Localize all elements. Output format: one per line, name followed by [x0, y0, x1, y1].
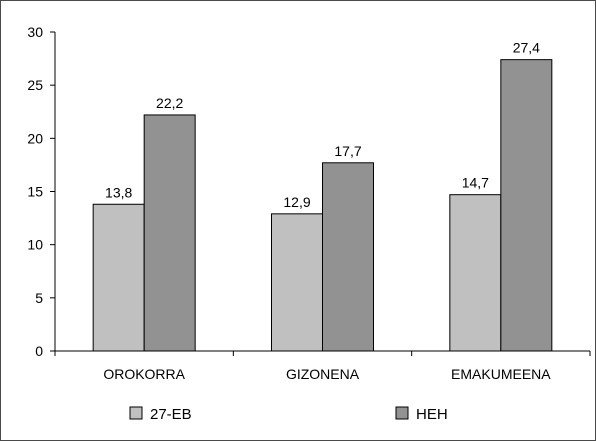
- legend-swatch: [129, 406, 143, 420]
- y-tick-label: 10: [27, 237, 43, 253]
- legend: 27-EB HEH: [129, 406, 448, 423]
- y-tick-label: 25: [27, 77, 43, 93]
- data-label: 27,4: [513, 40, 540, 56]
- y-tick-label: 15: [27, 184, 43, 200]
- legend-swatch: [395, 406, 409, 420]
- bar-heh-emakumeena: [500, 59, 553, 352]
- data-label: 14,7: [462, 175, 489, 191]
- legend-label: 27-EB: [150, 406, 192, 423]
- bars: 13,8 22,2 12,9 17,7 14,7 27,4: [92, 40, 553, 352]
- bar-27-eb-emakumeena: [449, 194, 502, 352]
- data-label: 12,9: [283, 194, 310, 210]
- bar-27-eb-orokorra: [92, 203, 145, 352]
- y-tick-label: 30: [27, 24, 43, 40]
- y-tick-label: 0: [35, 343, 43, 359]
- data-label: 22,2: [156, 95, 183, 111]
- bar-heh-orokorra: [143, 114, 196, 352]
- bar-27-eb-gizonena: [271, 213, 323, 352]
- data-label: 17,7: [334, 143, 361, 159]
- legend-label: HEH: [416, 406, 448, 423]
- x-category-label: EMAKUMEENA: [451, 366, 551, 382]
- y-tick-label: 20: [27, 130, 43, 146]
- x-category-label: OROKORRA: [103, 366, 185, 382]
- x-category-label: GIZONENA: [286, 366, 360, 382]
- data-label: 13,8: [105, 184, 132, 200]
- bar-heh-gizonena: [322, 162, 374, 352]
- y-tick-label: 5: [35, 290, 43, 306]
